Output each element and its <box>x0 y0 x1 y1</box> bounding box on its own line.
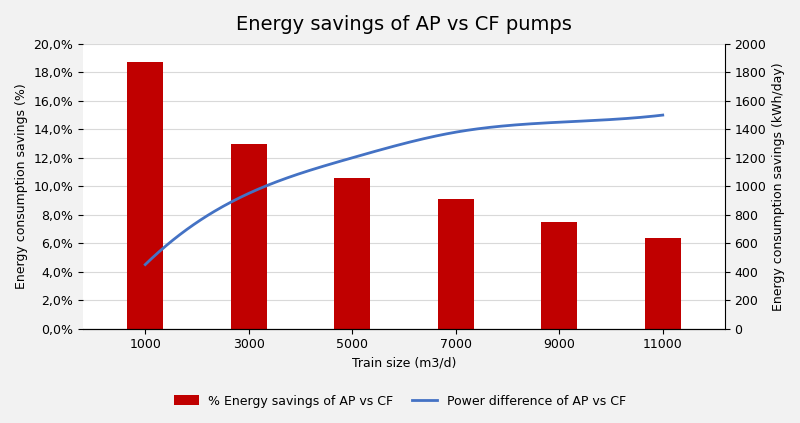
Power difference of AP vs CF <box>141 262 150 267</box>
Power difference of AP vs CF <box>446 130 456 135</box>
Bar <box>230 143 267 329</box>
Power difference of AP vs CF <box>658 113 667 118</box>
Y-axis label: Energy consumption savings (%): Energy consumption savings (%) <box>15 83 28 289</box>
Title: Energy savings of AP vs CF pumps: Energy savings of AP vs CF pumps <box>236 15 572 34</box>
Power difference of AP vs CF <box>457 129 466 134</box>
Y-axis label: Energy consumption savings (kWh/day): Energy consumption savings (kWh/day) <box>772 62 785 310</box>
Bar <box>334 178 370 329</box>
Bar <box>645 238 681 329</box>
Power difference of AP vs CF <box>610 117 619 122</box>
Bar <box>438 199 474 329</box>
X-axis label: Train size (m3/d): Train size (m3/d) <box>352 357 456 370</box>
Legend: % Energy savings of AP vs CF, Power difference of AP vs CF: % Energy savings of AP vs CF, Power diff… <box>169 390 631 412</box>
Power difference of AP vs CF <box>142 261 152 266</box>
Power difference of AP vs CF <box>577 118 586 124</box>
Bar <box>541 222 578 329</box>
Line: Power difference of AP vs CF: Power difference of AP vs CF <box>146 115 662 264</box>
Bar <box>127 63 163 329</box>
Power difference of AP vs CF <box>449 130 458 135</box>
